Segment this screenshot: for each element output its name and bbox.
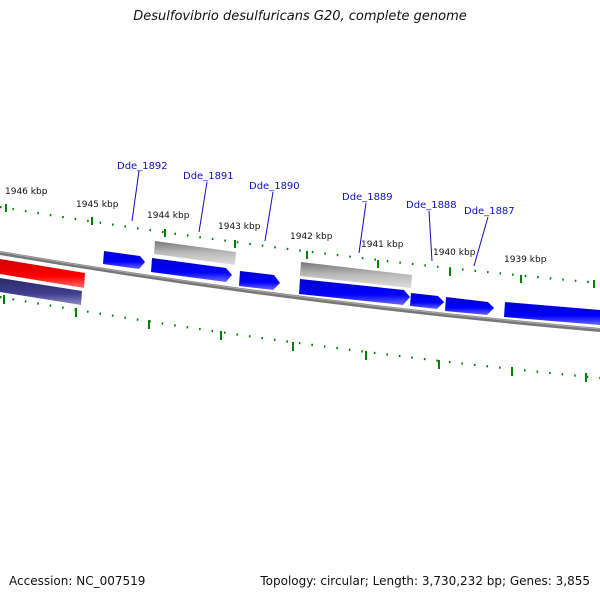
accession-text: Accession: NC_007519 <box>9 574 146 588</box>
other-feature[interactable] <box>0 278 82 305</box>
pseudogene-feature[interactable] <box>300 262 412 288</box>
rna-feature[interactable] <box>0 259 85 288</box>
cds-feature[interactable] <box>299 279 410 305</box>
outer-tick-arc <box>0 205 600 285</box>
cds-feature[interactable] <box>103 251 145 269</box>
tick-label-1945: 1945 kbp <box>76 200 119 210</box>
inner-major-ticks <box>3 295 587 382</box>
tick-label-1943: 1943 kbp <box>218 222 261 232</box>
tick-label-1940: 1940 kbp <box>433 248 476 258</box>
gene-label-dde-1888[interactable]: Dde_1888 <box>406 200 457 211</box>
map-title: Desulfovibrio desulfuricans G20, complet… <box>133 9 467 24</box>
outer-major-ticks <box>5 204 595 288</box>
genome-summary-text: Topology: circular; Length: 3,730,232 bp… <box>260 574 590 588</box>
tick-label-1946: 1946 kbp <box>5 187 48 197</box>
tick-label-1944: 1944 kbp <box>147 211 190 221</box>
tick-label-1939: 1939 kbp <box>504 255 547 265</box>
cds-feature[interactable] <box>410 293 444 309</box>
inner-tick-arc <box>0 295 600 380</box>
gene-label-dde-1892[interactable]: Dde_1892 <box>117 161 168 172</box>
gene-label-leaders <box>131 170 489 267</box>
tick-label-1941: 1941 kbp <box>361 240 404 250</box>
genome-backbone <box>0 251 600 332</box>
gene-label-dde-1890[interactable]: Dde_1890 <box>249 181 300 192</box>
cds-feature[interactable] <box>151 258 232 282</box>
gene-label-dde-1889[interactable]: Dde_1889 <box>342 192 393 203</box>
tick-label-1942: 1942 kbp <box>290 232 333 242</box>
cds-feature[interactable] <box>239 271 280 290</box>
pseudogene-feature[interactable] <box>154 241 236 265</box>
cds-feature[interactable] <box>504 302 600 325</box>
cds-feature[interactable] <box>445 297 494 315</box>
gene-label-dde-1891[interactable]: Dde_1891 <box>183 171 234 182</box>
gene-label-dde-1887[interactable]: Dde_1887 <box>464 206 515 217</box>
